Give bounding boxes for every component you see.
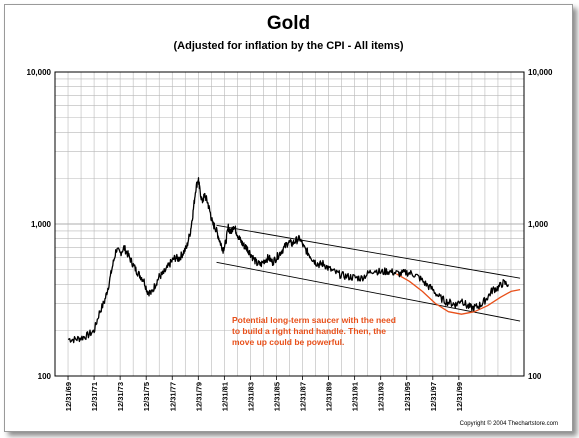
x-tick-label: 12/31/97 — [429, 382, 438, 411]
x-tick-label: 12/31/71 — [90, 382, 99, 411]
channel-line — [216, 261, 521, 322]
y-tick-label-right: 100 — [528, 372, 542, 381]
x-tick-label: 12/31/81 — [220, 382, 229, 411]
x-tick-label: 12/31/73 — [116, 382, 125, 411]
y-tick-label-right: 10,000 — [528, 68, 553, 77]
saucer-curve — [395, 273, 521, 315]
channel-line — [216, 224, 521, 279]
x-tick-label: 12/31/89 — [325, 382, 334, 411]
x-tick-label: 12/31/87 — [299, 382, 308, 411]
gold-price-line — [67, 177, 510, 344]
x-tick-label: 12/31/95 — [403, 382, 412, 411]
x-tick-label: 12/31/91 — [351, 382, 360, 411]
x-tick-label: 12/31/79 — [194, 382, 203, 411]
x-tick-label: 12/31/93 — [377, 382, 386, 411]
y-tick-label-right: 1,000 — [528, 220, 549, 229]
x-tick-label: 12/31/83 — [246, 382, 255, 411]
plot-border — [54, 71, 525, 377]
x-tick-label: 12/31/85 — [272, 382, 281, 411]
annotation-text: Potential long-term saucer with the need — [232, 315, 396, 325]
x-tick-label: 12/31/99 — [455, 382, 464, 411]
y-tick-label-left: 100 — [38, 372, 52, 381]
y-tick-label-left: 10,000 — [27, 68, 52, 77]
chart-title: Gold — [266, 13, 311, 34]
copyright-text: Copyright © 2004 Thechartstore.com — [459, 421, 558, 427]
chart-subtitle: (Adjusted for inflation by the CPI - All… — [173, 40, 404, 52]
x-tick-label: 12/31/75 — [142, 382, 151, 411]
x-tick-label: 12/31/69 — [64, 382, 73, 411]
x-tick-label: 12/31/77 — [168, 382, 177, 411]
annotation-text: move up could be powerful. — [232, 337, 344, 347]
y-tick-label-left: 1,000 — [31, 220, 52, 229]
annotation-text: to build a right hand handle. Then, the — [232, 326, 386, 336]
